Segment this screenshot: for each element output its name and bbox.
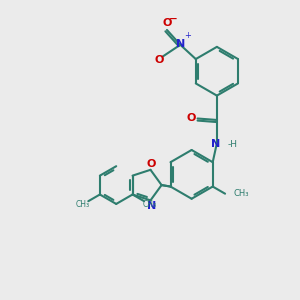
Text: O: O (162, 18, 172, 28)
Text: N: N (211, 140, 220, 149)
Text: CH₃: CH₃ (234, 189, 250, 198)
Text: −: − (169, 14, 178, 24)
Text: N: N (147, 201, 156, 211)
Text: -H: -H (228, 140, 238, 149)
Text: O: O (187, 113, 196, 124)
Text: O: O (154, 55, 164, 64)
Text: O: O (147, 159, 156, 169)
Text: +: + (184, 32, 191, 40)
Text: CH₃: CH₃ (142, 200, 156, 209)
Text: N: N (176, 39, 185, 49)
Text: CH₃: CH₃ (76, 200, 90, 209)
